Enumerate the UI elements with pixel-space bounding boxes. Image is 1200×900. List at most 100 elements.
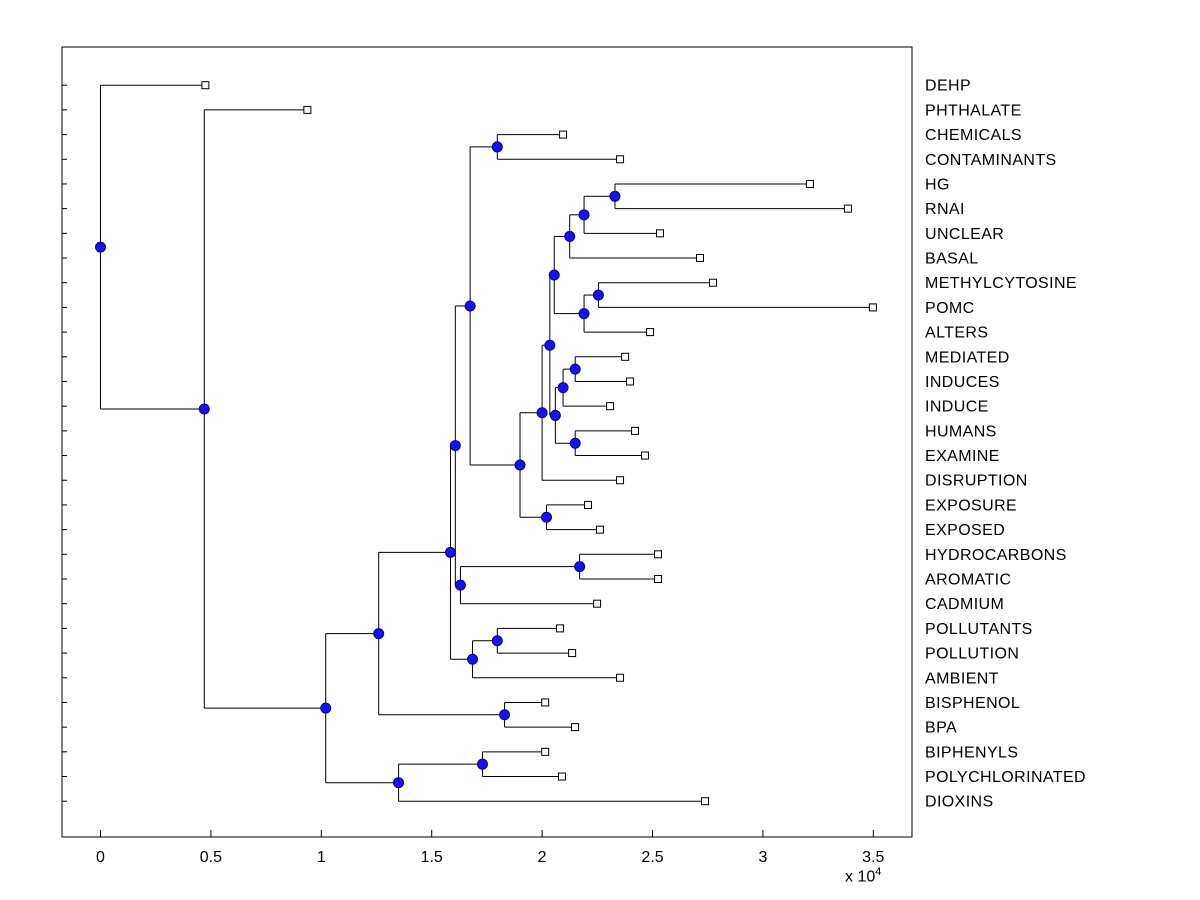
branch-node-marker bbox=[609, 190, 621, 202]
branch-node-marker bbox=[578, 308, 590, 320]
branch-node-marker bbox=[467, 653, 479, 665]
branch-node-marker bbox=[449, 440, 461, 452]
branch-node-marker bbox=[564, 230, 576, 242]
branch-node-marker bbox=[569, 437, 581, 449]
leaf-label: EXAMINE bbox=[925, 448, 1000, 465]
leaf-label: HG bbox=[925, 176, 950, 193]
branch-node-marker bbox=[536, 407, 548, 419]
branch-node-marker bbox=[548, 269, 560, 281]
leaf-label: HUMANS bbox=[925, 423, 997, 440]
x-axis-exponent-label: x 104 bbox=[845, 866, 881, 886]
leaf-marker bbox=[868, 303, 877, 312]
leaf-label: DISRUPTION bbox=[925, 473, 1028, 490]
leaf-marker bbox=[654, 550, 663, 559]
branch-node-marker bbox=[444, 546, 456, 558]
leaf-label: AROMATIC bbox=[925, 572, 1011, 589]
branch-node-marker bbox=[491, 141, 503, 153]
exponent-power: 4 bbox=[875, 866, 882, 878]
branch-node-marker bbox=[393, 777, 405, 789]
leaf-marker bbox=[557, 772, 566, 781]
leaf-marker bbox=[654, 575, 663, 583]
leaf-marker bbox=[616, 673, 625, 682]
branch-node-marker bbox=[499, 709, 511, 721]
branch-node-marker bbox=[95, 241, 106, 253]
x-tick-label: 1 bbox=[317, 849, 326, 866]
x-tick-label: 2 bbox=[538, 849, 547, 866]
leaf-label: ALTERS bbox=[925, 325, 988, 342]
leaf-marker bbox=[541, 747, 550, 756]
leaf-marker bbox=[593, 599, 602, 608]
leaf-marker bbox=[640, 451, 649, 460]
leaf-label: AMBIENT bbox=[925, 670, 999, 687]
leaf-marker bbox=[606, 402, 615, 411]
leaf-marker bbox=[201, 81, 210, 90]
leaf-marker bbox=[695, 254, 704, 263]
leaf-label: POLLUTANTS bbox=[925, 621, 1033, 638]
leaf-marker bbox=[541, 698, 550, 707]
leaf-label: BISPHENOL bbox=[925, 695, 1020, 712]
branch-node-marker bbox=[198, 403, 210, 415]
leaf-label: BIPHENYLS bbox=[925, 744, 1018, 761]
leaf-label: DEHP bbox=[925, 78, 971, 95]
leaf-marker bbox=[584, 500, 593, 509]
leaf-label: METHYLCYTOSINE bbox=[925, 275, 1077, 292]
leaf-marker bbox=[555, 624, 564, 633]
branch-node-marker bbox=[557, 382, 569, 394]
leaf-marker bbox=[616, 155, 625, 164]
leaf-marker bbox=[616, 476, 625, 485]
leaf-marker bbox=[568, 649, 577, 658]
leaf-marker bbox=[303, 105, 312, 114]
branch-node-marker bbox=[569, 363, 581, 375]
leaf-label: CHEMICALS bbox=[925, 127, 1022, 144]
leaf-label: UNCLEAR bbox=[925, 226, 1004, 243]
x-tick-label: 0.5 bbox=[200, 849, 222, 866]
branch-node-marker bbox=[549, 409, 561, 421]
leaf-marker bbox=[625, 377, 634, 386]
leaf-label: INDUCE bbox=[925, 399, 989, 416]
leaf-label: PHTHALATE bbox=[925, 102, 1022, 119]
leaf-label: CADMIUM bbox=[925, 596, 1004, 613]
x-tick-label: 3.5 bbox=[862, 849, 884, 866]
plot-box bbox=[61, 46, 913, 838]
leaf-label: BPA bbox=[925, 720, 957, 737]
leaf-marker bbox=[631, 426, 640, 435]
leaf-label: HYDROCARBONS bbox=[925, 547, 1067, 564]
branch-node-marker bbox=[544, 339, 556, 351]
leaf-label: MEDIATED bbox=[925, 349, 1010, 366]
leaf-label: RNAI bbox=[925, 201, 965, 218]
x-tick-label: 3 bbox=[758, 849, 767, 866]
branch-node-marker bbox=[541, 511, 553, 523]
leaf-label: EXPOSED bbox=[925, 522, 1005, 539]
leaf-marker bbox=[805, 179, 814, 188]
leaf-label: POLYCHLORINATED bbox=[925, 769, 1086, 786]
exponent-prefix: x 10 bbox=[845, 868, 876, 886]
leaf-marker bbox=[843, 204, 852, 213]
leaf-marker bbox=[708, 278, 717, 287]
leaf-marker bbox=[595, 525, 604, 534]
leaf-label: BASAL bbox=[925, 251, 979, 268]
branch-node-marker bbox=[491, 635, 503, 647]
branch-node-marker bbox=[320, 702, 332, 714]
leaf-label: EXPOSURE bbox=[925, 497, 1017, 514]
x-tick-label: 0 bbox=[96, 849, 105, 866]
leaf-label: POMC bbox=[925, 300, 975, 317]
leaf-marker bbox=[621, 352, 630, 361]
branch-node-marker bbox=[373, 628, 385, 640]
branch-node-marker bbox=[514, 459, 526, 471]
branch-node-marker bbox=[464, 300, 476, 312]
leaf-marker bbox=[570, 723, 579, 732]
leaf-label: POLLUTION bbox=[925, 646, 1019, 663]
x-tick-label: 1.5 bbox=[421, 849, 443, 866]
x-tick-label: 2.5 bbox=[641, 849, 663, 866]
leaf-marker bbox=[656, 229, 665, 238]
leaf-label: DIOXINS bbox=[925, 794, 994, 811]
leaf-marker bbox=[559, 130, 568, 139]
leaf-marker bbox=[701, 797, 710, 806]
branch-node-marker bbox=[592, 289, 604, 301]
leaf-label: CONTAMINANTS bbox=[925, 152, 1057, 169]
leaf-marker bbox=[646, 328, 655, 337]
branch-node-marker bbox=[578, 209, 590, 221]
leaf-label: INDUCES bbox=[925, 374, 1000, 391]
